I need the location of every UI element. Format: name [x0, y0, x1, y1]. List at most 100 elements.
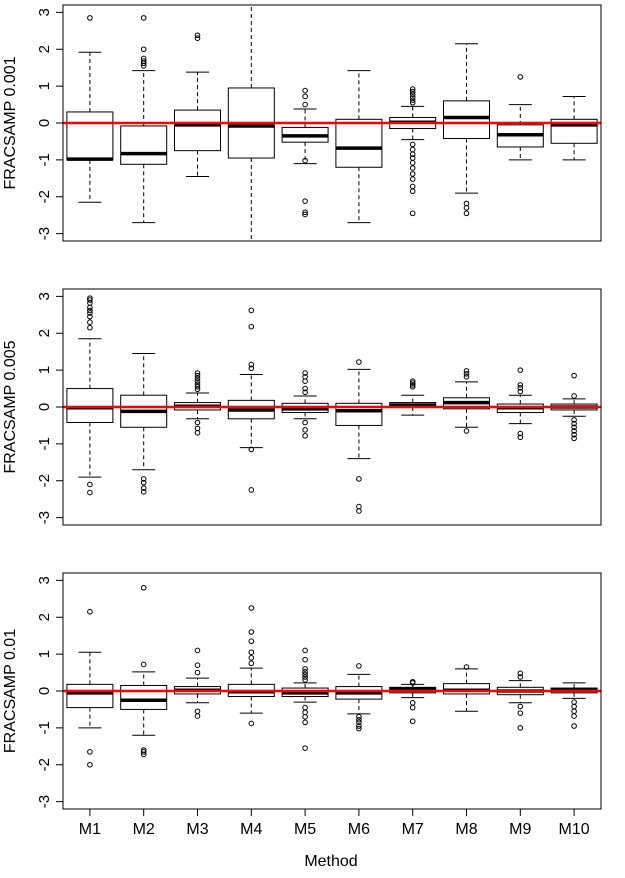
- panel-frame: [62, 288, 602, 526]
- y-tick-label: 2: [36, 329, 53, 337]
- outlier-point: [87, 295, 93, 302]
- outlier-point: [248, 487, 255, 493]
- x-tick-label: M4: [240, 821, 262, 838]
- outlier-point: [571, 703, 577, 710]
- outlier-point: [571, 393, 577, 399]
- panel-frame: [62, 572, 602, 810]
- outlier-point: [140, 584, 147, 591]
- outlier-point: [140, 55, 147, 62]
- outlier-point: [302, 198, 308, 204]
- y-axis-title: FRACSAMP 0.001: [2, 56, 19, 189]
- outlier-point: [302, 101, 308, 108]
- box-M4: [227, 307, 275, 493]
- outlier-point: [517, 388, 524, 395]
- outlier-point: [140, 479, 147, 486]
- outlier-point: [140, 751, 147, 758]
- outlier-point: [302, 719, 308, 726]
- outlier-point: [463, 373, 470, 380]
- outlier-point: [87, 608, 93, 615]
- outlier-point: [302, 745, 308, 751]
- outlier-point: [356, 359, 362, 365]
- outlier-point: [302, 656, 308, 663]
- outlier-point: [87, 761, 93, 768]
- outlier-point: [248, 361, 255, 368]
- outlier-point: [571, 708, 577, 715]
- outlier-point: [87, 307, 93, 314]
- outlier-point: [409, 176, 416, 182]
- x-tick-label: M8: [455, 821, 477, 838]
- x-tick-label: M6: [348, 821, 370, 838]
- box-M9: [496, 367, 544, 441]
- outlier-point: [517, 385, 524, 391]
- outlier-point: [409, 165, 416, 171]
- box-M3: [174, 32, 221, 177]
- outlier-point: [87, 749, 93, 755]
- y-tick-label: 2: [36, 613, 53, 621]
- outlier-point: [194, 32, 201, 39]
- x-axis-title: Method: [304, 853, 357, 870]
- box-M10: [550, 95, 598, 161]
- box-M9: [496, 670, 544, 731]
- outlier-point: [302, 157, 308, 164]
- outlier-point: [302, 87, 308, 94]
- outlier-point: [248, 323, 255, 330]
- outlier-point: [571, 417, 577, 423]
- box-M3: [174, 370, 221, 436]
- outlier-point: [87, 310, 93, 316]
- y-tick-label: 3: [36, 8, 53, 16]
- outlier-point: [517, 674, 524, 680]
- outlier-point: [194, 383, 201, 390]
- outlier-point: [409, 378, 416, 384]
- outlier-point: [302, 677, 308, 683]
- box-M2: [120, 584, 168, 758]
- box-M8: [443, 368, 490, 434]
- outlier-point: [409, 382, 416, 388]
- outlier-point: [409, 141, 416, 148]
- outlier-point: [194, 386, 201, 393]
- outlier-point: [409, 380, 416, 386]
- y-tick-label: 1: [36, 650, 53, 658]
- outlier-point: [356, 723, 362, 729]
- outlier-point: [87, 481, 93, 488]
- outlier-point: [517, 670, 524, 677]
- outlier-point: [302, 378, 308, 384]
- box-M2: [120, 15, 168, 224]
- box-M6: [335, 663, 383, 732]
- outlier-point: [302, 709, 308, 716]
- y-tick-label: -2: [36, 190, 53, 203]
- outlier-point: [140, 489, 147, 495]
- box-M8: [443, 43, 490, 217]
- outlier-point: [87, 489, 93, 496]
- outlier-point: [571, 428, 577, 434]
- outlier-point: [140, 58, 147, 64]
- box-M10: [550, 682, 598, 729]
- outlier-point: [248, 649, 255, 656]
- outlier-point: [409, 88, 416, 95]
- outlier-point: [87, 324, 93, 331]
- panel-1: -3 -2 -1 0 1 2 3 FRACSAMP 0.001: [2, 4, 602, 242]
- outlier-point: [194, 430, 201, 436]
- outlier-point: [517, 430, 524, 437]
- box-M6: [335, 359, 383, 514]
- y-tick-label: -1: [36, 437, 53, 450]
- outlier-point: [302, 389, 308, 396]
- outlier-point: [463, 200, 470, 207]
- box-M7: [389, 378, 437, 416]
- plot-area: [66, 584, 598, 768]
- outlier-point: [194, 378, 201, 384]
- outlier-point: [463, 371, 470, 377]
- outlier-point: [194, 370, 201, 376]
- box-M5: [281, 647, 329, 751]
- outlier-point: [194, 372, 201, 379]
- outlier-point: [571, 372, 577, 379]
- iqr-box: [66, 388, 114, 423]
- outlier-point: [517, 74, 524, 80]
- outlier-point: [140, 46, 147, 53]
- panel-3: -3 -2 -1 0 1 2 3 FRACSAMP 0.01: [2, 572, 602, 810]
- outlier-point: [409, 210, 416, 217]
- outlier-point: [409, 160, 416, 166]
- x-tick-label: M10: [559, 821, 590, 838]
- x-tick-label: M7: [402, 821, 424, 838]
- iqr-box: [120, 125, 168, 165]
- outlier-point: [302, 373, 308, 380]
